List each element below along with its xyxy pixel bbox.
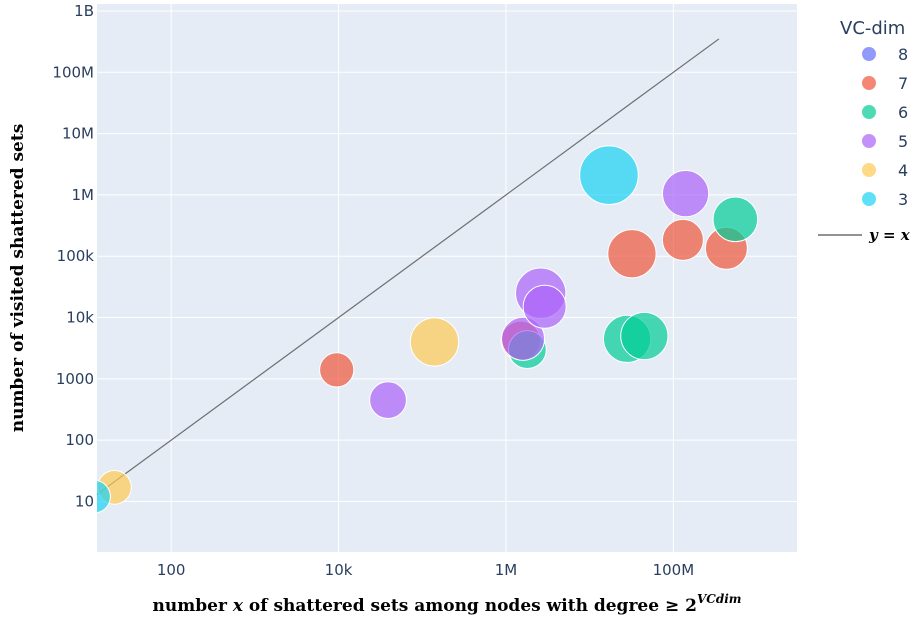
y-tick-label: 1B	[74, 2, 94, 20]
legend-label-3: 3	[898, 190, 908, 209]
data-markers	[97, 145, 759, 514]
legend-marker-7	[862, 76, 876, 90]
y-tick-label: 100M	[52, 63, 94, 81]
x-tick-label: 100M	[653, 561, 695, 579]
marker-vcdim-3	[97, 480, 111, 514]
x-tick-label: 1M	[495, 561, 518, 579]
x-axis-title-sup: VCdim	[697, 592, 742, 606]
legend-label-7: 7	[898, 74, 908, 93]
plot-background	[97, 4, 797, 552]
legend-marker-3	[862, 192, 876, 206]
y-axis-title: number of visited shattered sets	[8, 124, 28, 433]
x-tick-label: 100	[157, 561, 186, 579]
marker-vcdim-5	[369, 381, 407, 420]
legend-title: VC-dim	[840, 18, 905, 39]
legend-label-4: 4	[898, 161, 908, 180]
y-axis-ticks: 10 100 1000 10k 100k 1M 10M 100M 1B	[52, 2, 94, 510]
x-axis-title-var: x	[232, 596, 244, 616]
x-axis-ticks: 100 10k 1M 100M	[157, 561, 694, 579]
legend-label-8: 8	[898, 45, 908, 64]
marker-vcdim-7	[319, 352, 355, 388]
x-axis-title-middle: of shattered sets among nodes with degre…	[243, 596, 697, 616]
legend-line-var: y	[868, 226, 879, 244]
legend-line-label: y = x	[868, 226, 911, 244]
marker-vcdim-6	[712, 196, 759, 243]
marker-vcdim-7	[661, 218, 704, 261]
legend-line-var2: x	[900, 226, 911, 244]
legend-marker-4	[862, 163, 876, 177]
x-tick-label: 10k	[325, 561, 353, 579]
marker-vcdim-6	[620, 311, 669, 361]
marker-vcdim-5	[501, 316, 546, 361]
legend-line-eq: =	[878, 226, 901, 244]
x-axis-title-prefix: number	[153, 596, 233, 616]
legend-marker-5	[862, 134, 876, 148]
y-tick-label: 10M	[62, 125, 94, 143]
y-tick-label: 100	[65, 431, 94, 449]
legend-label-6: 6	[898, 103, 908, 122]
legend-marker-8	[862, 47, 876, 61]
marker-vcdim-5	[522, 284, 567, 329]
marker-vcdim-4	[409, 317, 460, 367]
legend: VC-dim 8 7 6 5 4 3 y = x	[818, 18, 911, 244]
reference-line-group	[96, 38, 720, 495]
legend-marker-6	[862, 105, 876, 119]
y-tick-label: 10k	[66, 309, 94, 327]
legend-label-5: 5	[898, 132, 908, 151]
y-tick-label: 1000	[56, 370, 94, 388]
marker-vcdim-7	[607, 229, 657, 279]
x-axis-title: number x of shattered sets among nodes w…	[153, 592, 742, 616]
y-tick-label: 10	[75, 492, 94, 510]
y-tick-label: 100k	[57, 247, 95, 265]
marker-vcdim-5	[662, 170, 710, 218]
marker-vcdim-3	[579, 145, 639, 205]
y-equals-x-line	[96, 38, 720, 495]
y-tick-label: 1M	[72, 186, 95, 204]
